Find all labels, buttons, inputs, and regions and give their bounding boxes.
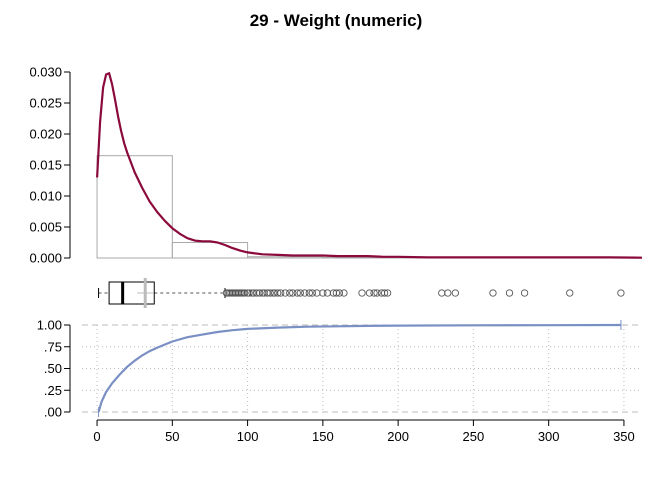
x-tick-label: 100: [237, 429, 259, 444]
ecdf-y-tick-label: 1.00: [37, 318, 62, 333]
boxplot-panel: [98, 278, 625, 308]
boxplot-outlier: [313, 289, 321, 297]
ecdf-y-tick-label: .75: [44, 339, 62, 354]
x-axis: 0 50 100 150 200 250 300 350: [93, 419, 635, 444]
boxplot-outlier: [296, 289, 304, 297]
boxplot-outlier: [319, 289, 327, 297]
boxplot-outlier: [255, 289, 264, 297]
boxplot-outlier: [451, 289, 459, 297]
hist-y-tick-label: 0.005: [29, 220, 62, 235]
x-tick-label: 250: [463, 429, 485, 444]
hist-y-tick-label: 0.000: [29, 251, 62, 266]
boxplot-outlier: [340, 289, 348, 297]
boxplot-outlier: [266, 289, 274, 297]
ecdf-y-tick-label: .25: [44, 383, 62, 398]
boxplot-outlier: [505, 289, 514, 297]
hist-y-tick-label: 0.015: [29, 158, 62, 173]
boxplot-outlier: [305, 289, 313, 297]
boxplot-outlier: [332, 289, 341, 297]
boxplot-outlier: [566, 289, 574, 297]
ecdf-curve: [97, 323, 621, 413]
boxplot-outlier: [520, 289, 529, 297]
boxplot-outlier: [286, 289, 294, 297]
boxplot-outlier: [358, 289, 366, 297]
boxplot-outlier: [370, 289, 378, 297]
x-tick-label: 0: [93, 429, 100, 444]
boxplot-outlier: [380, 289, 389, 297]
boxplot-outlier: [293, 289, 301, 297]
boxplot-outlier: [308, 289, 316, 297]
boxplot-outlier: [301, 289, 309, 297]
x-tick-label: 50: [165, 429, 179, 444]
hist-y-tick-label: 0.025: [29, 96, 62, 111]
hist-y-tick-label: 0.030: [29, 65, 62, 80]
ecdf-panel: .00 .25 .50 .75 1.00: [37, 318, 642, 420]
x-tick-label: 300: [538, 429, 560, 444]
ecdf-y-tick-label: .00: [44, 405, 62, 420]
hist-y-tick-label: 0.020: [29, 127, 62, 142]
boxplot-outlier: [438, 289, 446, 297]
boxplot-box: [108, 281, 155, 305]
boxplot-outlier: [289, 289, 297, 297]
boxplot-outlier: [373, 289, 381, 297]
x-tick-label: 350: [613, 429, 635, 444]
x-tick-label: 200: [387, 429, 409, 444]
boxplot-outlier: [277, 289, 285, 297]
boxplot-outlier: [617, 289, 625, 297]
boxplot-outlier: [383, 289, 392, 297]
boxplot-outlier: [323, 289, 332, 297]
x-tick-label: 150: [312, 429, 334, 444]
chart-title: 29 - Weight (numeric): [250, 11, 423, 30]
boxplot-outlier: [444, 289, 452, 297]
boxplot-outlier: [335, 289, 344, 297]
ecdf-y-tick-label: .50: [44, 361, 62, 376]
boxplot-outlier: [245, 289, 253, 297]
boxplot-outlier: [365, 289, 374, 297]
histogram-panel: 0.000 0.005 0.010 0.015 0.020 0.025 0.030: [29, 65, 643, 266]
boxplot-outlier: [281, 289, 289, 297]
density-curve: [96, 72, 643, 259]
boxplot-outlier: [489, 289, 497, 297]
hist-y-tick-label: 0.010: [29, 189, 62, 204]
boxplot-outlier: [274, 289, 282, 297]
boxplot-outlier: [240, 289, 249, 297]
